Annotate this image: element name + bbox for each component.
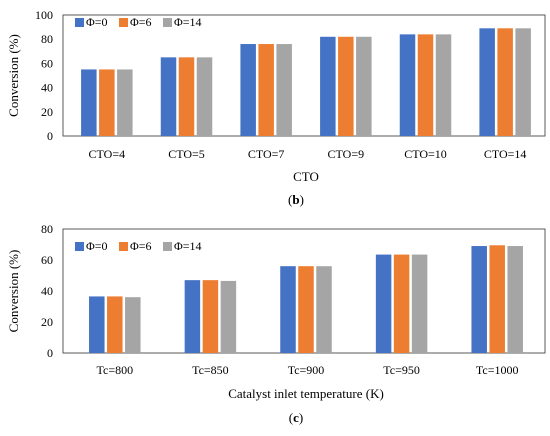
- x-axis-label: Catalyst inlet temperature (K): [228, 386, 384, 401]
- y-tick-label: 60: [41, 56, 53, 70]
- y-tick-label: 20: [41, 105, 53, 119]
- legend-swatch: [75, 242, 84, 251]
- x-axis-label: CTO: [293, 169, 319, 184]
- bar: [338, 36, 354, 136]
- bar: [184, 280, 201, 353]
- legend-swatch: [163, 18, 172, 27]
- bar: [160, 57, 177, 136]
- bar: [497, 28, 513, 137]
- bar: [320, 36, 336, 136]
- bar: [489, 245, 505, 353]
- legend-label: Φ=6: [130, 15, 152, 29]
- legend: Φ=0 Φ=6 Φ=14: [75, 239, 202, 253]
- x-tick-label: Tc=800: [97, 363, 134, 377]
- bar: [258, 44, 274, 136]
- legend-swatch: [119, 18, 128, 27]
- legend-swatch: [119, 242, 128, 251]
- bar: [417, 34, 434, 136]
- bar: [507, 246, 523, 353]
- bar: [393, 254, 410, 353]
- x-tick-label: CTO=5: [168, 147, 205, 161]
- x-tick-label: Tc=900: [288, 363, 325, 377]
- bar: [471, 246, 487, 353]
- x-tick-label: CTO=9: [328, 147, 365, 161]
- bar: [220, 280, 237, 353]
- x-tick-label: CTO=10: [404, 147, 447, 161]
- bar: [81, 69, 97, 136]
- y-tick-label: 0: [47, 346, 53, 360]
- y-tick-label: 80: [41, 222, 53, 236]
- y-tick-label: 0: [47, 129, 53, 143]
- bar: [280, 266, 296, 353]
- bar: [375, 254, 392, 353]
- y-tick-label: 40: [41, 81, 53, 95]
- x-tick-label: CTO=4: [89, 147, 126, 161]
- x-tick-label: Tc=1000: [476, 363, 519, 377]
- legend-label: Φ=0: [86, 239, 108, 253]
- bar: [107, 296, 123, 353]
- bar: [117, 69, 133, 136]
- bar: [515, 28, 531, 137]
- bar: [399, 34, 416, 136]
- panel-caption: (b): [288, 192, 304, 207]
- bar: [435, 34, 452, 136]
- chart-panel-c: 0 20 40 60 80 Tc=800 Tc=850 Tc=900 Tc=950 Tc=1000…: [6, 222, 546, 425]
- legend-label: Φ=14: [174, 239, 202, 253]
- bar: [99, 69, 115, 136]
- bar: [178, 57, 195, 136]
- panel-caption: (c): [289, 410, 303, 425]
- bar: [202, 280, 219, 353]
- x-tick-label: CTO=7: [248, 147, 285, 161]
- y-tick-label: 100: [35, 8, 53, 22]
- legend-label: Φ=6: [130, 239, 152, 253]
- y-axis-label: Conversion (%): [6, 250, 21, 333]
- y-tick-label: 60: [41, 253, 53, 267]
- plot-frame: [62, 14, 546, 137]
- bar: [316, 266, 332, 353]
- bar: [479, 28, 495, 137]
- y-tick-label: 80: [41, 32, 53, 46]
- y-tick-label: 20: [41, 315, 53, 329]
- bar: [276, 44, 292, 136]
- x-tick-label: Tc=850: [192, 363, 229, 377]
- legend-swatch: [163, 242, 172, 251]
- y-tick-label: 40: [41, 284, 53, 298]
- chart-panel-b: 0 20 40 60 80 100 CTO=4 CTO=5 CTO=7 CTO=9 CTO=10 CT…: [6, 8, 546, 207]
- bar: [240, 44, 256, 136]
- legend: Φ=0 Φ=6 Φ=14: [75, 15, 202, 29]
- bar: [356, 36, 372, 136]
- bar: [411, 254, 428, 353]
- legend-label: Φ=0: [86, 15, 108, 29]
- x-tick-label: Tc=950: [383, 363, 420, 377]
- x-tick-label: CTO=14: [484, 147, 527, 161]
- legend-label: Φ=14: [174, 15, 202, 29]
- bar: [196, 57, 213, 136]
- bar: [298, 266, 314, 353]
- bar: [125, 297, 141, 353]
- y-axis-label: Conversion (%): [6, 34, 21, 117]
- bar: [89, 296, 105, 353]
- legend-swatch: [75, 18, 84, 27]
